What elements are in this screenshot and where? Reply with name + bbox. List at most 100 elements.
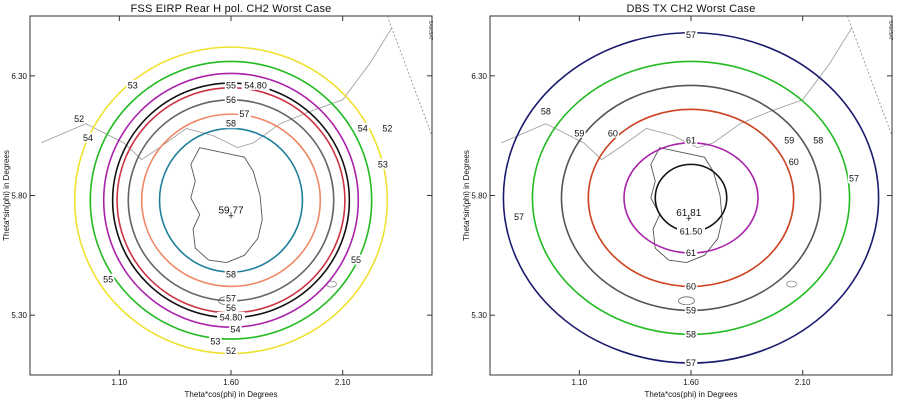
contour-label: 53	[378, 159, 388, 169]
scan-line	[386, 16, 432, 136]
contour-label: 57	[239, 109, 249, 119]
contour-label: 52	[226, 346, 236, 356]
contour-label: 56	[226, 303, 236, 313]
chart-panel-fss: FSS EIRP Rear H pol. CH2 Worst Case 52 52…	[2, 3, 433, 399]
contour-label-bg	[224, 268, 238, 279]
contour-label-bg	[81, 132, 95, 143]
contour-label-bg	[349, 254, 363, 265]
scan-line	[846, 16, 892, 136]
contour-label: 58	[813, 135, 823, 145]
contour-label-bg	[677, 225, 705, 236]
y-tick-label: 5.30	[11, 311, 27, 320]
x-tick-label: 1.60	[683, 378, 699, 387]
contour-label-bg	[356, 122, 369, 133]
contour-label: 58	[686, 329, 696, 339]
x-tick-label: 1.10	[112, 378, 128, 387]
contour-label: 53	[128, 80, 138, 90]
contour-label: 60	[608, 128, 618, 138]
contour-label-bg	[684, 280, 698, 291]
contour-label: 61	[686, 248, 696, 258]
contour-label: 54.80	[244, 80, 267, 90]
contour-label: 55	[103, 274, 113, 284]
y-tick-label: 6.30	[11, 72, 27, 81]
contour-label-bg	[238, 108, 251, 119]
contour-label-bg	[224, 79, 238, 90]
contour-label-bg	[684, 357, 698, 368]
contour-label-bg	[101, 273, 115, 284]
contour-label: 57	[514, 212, 524, 222]
contour-label-bg	[684, 29, 698, 40]
contour-label: 53	[210, 336, 220, 346]
x-tick-label: 1.60	[223, 378, 239, 387]
contour-label: 52	[382, 123, 392, 133]
contour-57	[140, 113, 322, 288]
contour-label: 52	[74, 114, 84, 124]
y-tick-label: 6.30	[471, 72, 487, 81]
contour-label: 54	[83, 133, 93, 143]
island-outline	[678, 296, 695, 306]
peninsula-outline	[650, 147, 723, 263]
contour-label-bg	[126, 79, 139, 90]
x-tick-label: 2.10	[795, 378, 811, 387]
contour-label-bg	[787, 156, 800, 167]
contour-label-bg	[224, 94, 238, 105]
contour-label-bg	[684, 134, 698, 145]
contour-label: 56	[226, 95, 236, 105]
contour-label: 57	[849, 174, 859, 184]
contour-label-bg	[539, 106, 553, 117]
island-outline	[786, 280, 797, 288]
contour-label: 54	[358, 123, 368, 133]
contour-label-bg	[217, 312, 245, 323]
peninsula-outline	[190, 147, 263, 263]
contour-label-bg	[241, 79, 270, 90]
contour-label-bg	[512, 211, 526, 222]
contour-label: 59	[686, 305, 696, 315]
contour-label-bg	[783, 134, 796, 145]
contour-label: 54.80	[220, 313, 243, 323]
contour-label-bg	[209, 335, 222, 346]
contour-label: 59	[784, 135, 794, 145]
contour-label: 59	[574, 128, 584, 138]
side-code: SAMSAT	[427, 20, 433, 40]
contour-label: 54	[230, 325, 240, 335]
contour-plot-fss: 52525253535354545454.8054.80555555565657…	[2, 15, 433, 399]
peak-marker: +	[686, 214, 692, 225]
contour-label: 61	[686, 135, 696, 145]
contour-label: 60	[789, 157, 799, 167]
contour-label-bg	[812, 134, 825, 145]
contour-plot-dbs: 57 57 57 57 58 58 58 59 59 59 60 60 60 61 61 61.50+61.8…	[462, 15, 893, 399]
contour-label: 55	[351, 255, 361, 265]
y-axis-label: Theta*sin(phi) in Degrees	[462, 150, 471, 241]
contour-label-bg	[381, 122, 394, 133]
y-axis-label: Theta*sin(phi) in Degrees	[2, 150, 11, 241]
contour-label-bg	[224, 302, 238, 313]
contour-label: 57	[686, 30, 696, 40]
contour-53	[89, 60, 373, 340]
contour-label-bg	[224, 118, 238, 129]
y-tick-label: 5.30	[471, 311, 487, 320]
contour-label-bg	[847, 173, 861, 184]
contour-label-bg	[684, 247, 698, 258]
side-code: SAMSAT	[887, 20, 893, 40]
peak-value-label: 59.77	[218, 205, 243, 216]
x-axis-label: Theta*cos(phi) in Degrees	[645, 390, 738, 399]
contour-label-bg	[684, 328, 698, 339]
peak-value-label: 61.81	[676, 208, 701, 219]
contour-label-bg	[606, 127, 620, 138]
contour-label-bg	[72, 113, 86, 124]
plot-frame	[489, 15, 893, 376]
contour-label-bg	[229, 324, 242, 335]
contour-label: 58	[541, 107, 551, 117]
contour-label-bg	[224, 345, 238, 356]
chart-title: FSS EIRP Rear H pol. CH2 Worst Case	[130, 3, 332, 15]
contour-label: 60	[686, 281, 696, 291]
y-tick-label: 5.80	[471, 192, 487, 201]
contour-label: 58	[226, 269, 236, 279]
y-tick-label: 5.80	[11, 192, 27, 201]
contour-label: 57	[226, 293, 236, 303]
contour-label: 58	[226, 119, 236, 129]
contour-label-bg	[684, 304, 698, 315]
contour-label: 57	[686, 358, 696, 368]
peak-marker: +	[228, 211, 234, 222]
contour-label-bg	[573, 127, 586, 138]
